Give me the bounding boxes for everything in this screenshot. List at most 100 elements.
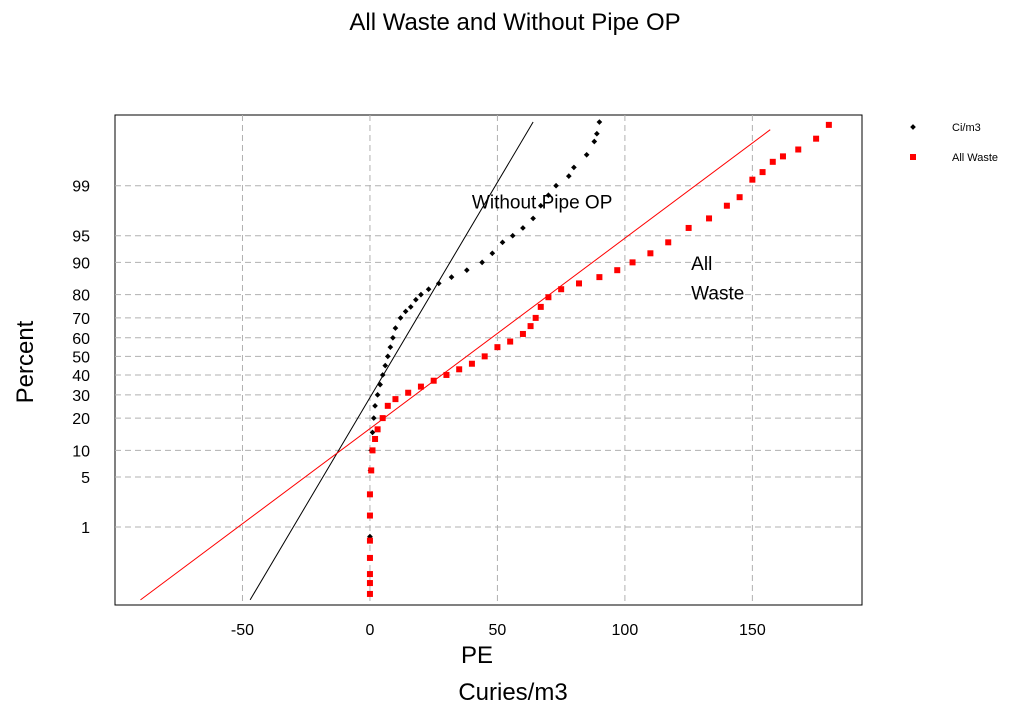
point-ci-m3 bbox=[370, 415, 377, 421]
point-ci-m3 bbox=[418, 291, 424, 298]
plot-frame bbox=[114, 114, 863, 606]
x-axis-title: PE bbox=[461, 642, 493, 669]
annotation-label: Waste bbox=[691, 284, 744, 305]
point-all-waste bbox=[813, 135, 820, 142]
fit-line-1 bbox=[140, 129, 771, 601]
y-tick-label: 20 bbox=[72, 411, 90, 428]
point-ci-m3 bbox=[372, 403, 378, 409]
point-ci-m3 bbox=[499, 239, 506, 246]
point-all-waste bbox=[685, 224, 692, 231]
x-tick-label: 100 bbox=[612, 622, 639, 639]
point-ci-m3 bbox=[537, 202, 544, 209]
annotation-label: Without Pipe OP bbox=[472, 193, 612, 214]
point-all-waste bbox=[392, 396, 399, 403]
point-all-waste bbox=[494, 344, 501, 351]
point-ci-m3 bbox=[509, 232, 516, 239]
point-ci-m3 bbox=[435, 280, 442, 287]
fit-line-0 bbox=[249, 121, 534, 601]
point-ci-m3 bbox=[413, 296, 419, 303]
fit-lines bbox=[140, 121, 771, 601]
legend: Ci/m3 All Waste bbox=[910, 122, 998, 164]
y-tick-label: 90 bbox=[72, 255, 90, 272]
point-ci-m3 bbox=[565, 173, 572, 179]
point-ci-m3 bbox=[379, 372, 386, 378]
grid-lines bbox=[115, 115, 862, 605]
y-tick-label: 60 bbox=[72, 331, 90, 348]
point-all-waste bbox=[779, 153, 786, 160]
y-axis-title: Percent bbox=[12, 320, 39, 403]
annotations: Without Pipe OP All Waste bbox=[472, 193, 744, 305]
point-all-waste bbox=[769, 158, 776, 165]
point-all-waste bbox=[379, 415, 386, 422]
point-all-waste bbox=[749, 176, 756, 183]
y-tick-label: 99 bbox=[72, 179, 90, 196]
point-ci-m3 bbox=[374, 392, 381, 398]
point-all-waste bbox=[532, 314, 539, 321]
point-all-waste bbox=[527, 323, 534, 330]
point-all-waste bbox=[366, 580, 373, 587]
point-all-waste bbox=[825, 121, 832, 128]
point-all-waste bbox=[596, 274, 603, 281]
legend-marker-all-waste bbox=[910, 154, 916, 160]
point-all-waste bbox=[417, 383, 424, 390]
point-all-waste bbox=[366, 554, 373, 561]
point-all-waste bbox=[647, 250, 654, 257]
point-all-waste bbox=[430, 377, 437, 384]
point-all-waste bbox=[519, 330, 526, 337]
y-tick-label: 5 bbox=[81, 470, 90, 487]
point-all-waste bbox=[468, 360, 475, 367]
legend-label: Ci/m3 bbox=[952, 122, 981, 134]
y-tick-label: 95 bbox=[72, 229, 90, 246]
point-ci-m3 bbox=[392, 325, 399, 331]
y-tick-label: 40 bbox=[72, 368, 90, 385]
point-ci-m3 bbox=[384, 353, 391, 360]
data-points bbox=[366, 119, 832, 597]
point-all-waste bbox=[366, 571, 373, 578]
point-all-waste bbox=[368, 467, 375, 474]
point-all-waste bbox=[629, 259, 636, 266]
point-all-waste bbox=[795, 146, 802, 153]
y-tick-label: 70 bbox=[72, 311, 90, 328]
x-tick-label: 50 bbox=[489, 622, 507, 639]
point-all-waste bbox=[614, 267, 621, 274]
x-tick-label: -50 bbox=[231, 622, 254, 639]
point-ci-m3 bbox=[390, 334, 396, 341]
point-ci-m3 bbox=[382, 362, 389, 369]
x-axis-unit: Curies/m3 bbox=[458, 679, 567, 706]
point-ci-m3 bbox=[530, 215, 536, 222]
point-all-waste bbox=[372, 435, 379, 442]
point-ci-m3 bbox=[594, 130, 600, 137]
point-all-waste bbox=[456, 366, 463, 373]
point-ci-m3 bbox=[369, 429, 376, 436]
point-all-waste bbox=[736, 194, 743, 201]
point-all-waste bbox=[576, 280, 583, 287]
point-ci-m3 bbox=[591, 138, 598, 145]
point-all-waste bbox=[443, 371, 450, 378]
annotation-label: All bbox=[691, 254, 712, 275]
point-all-waste bbox=[545, 294, 552, 301]
y-tick-label: 50 bbox=[72, 349, 90, 366]
point-all-waste bbox=[369, 447, 376, 454]
point-ci-m3 bbox=[596, 119, 603, 125]
point-ci-m3 bbox=[479, 259, 485, 266]
point-all-waste bbox=[706, 215, 713, 222]
x-tick-label: 0 bbox=[365, 622, 374, 639]
point-ci-m3 bbox=[464, 267, 470, 274]
point-all-waste bbox=[366, 590, 373, 597]
legend-label: All Waste bbox=[952, 152, 998, 164]
point-all-waste bbox=[537, 303, 544, 310]
point-ci-m3 bbox=[553, 182, 559, 189]
x-tick-label: 150 bbox=[739, 622, 766, 639]
point-ci-m3 bbox=[489, 250, 496, 257]
point-all-waste bbox=[507, 338, 514, 345]
point-all-waste bbox=[558, 286, 565, 293]
point-ci-m3 bbox=[425, 286, 432, 293]
legend-marker-ci-m3 bbox=[910, 124, 916, 130]
point-ci-m3 bbox=[397, 315, 404, 321]
y-tick-label: 80 bbox=[72, 288, 90, 305]
point-all-waste bbox=[759, 169, 766, 176]
point-ci-m3 bbox=[583, 151, 590, 158]
point-all-waste bbox=[366, 491, 373, 498]
point-all-waste bbox=[366, 537, 373, 544]
